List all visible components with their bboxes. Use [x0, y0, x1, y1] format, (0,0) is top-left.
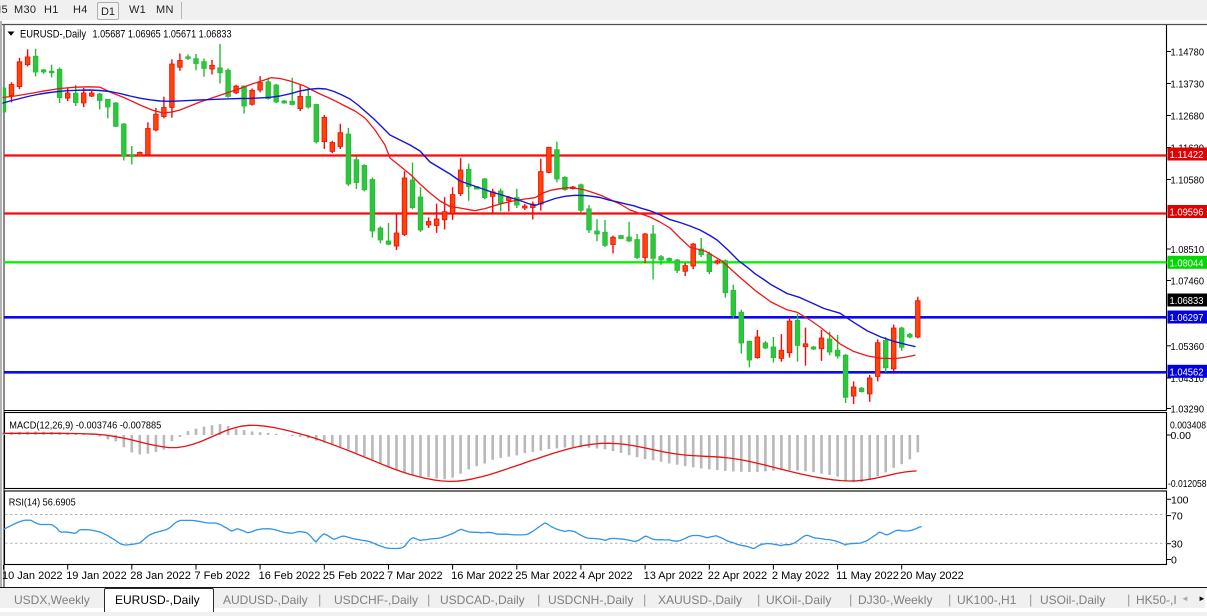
svg-text:22 Apr 2022: 22 Apr 2022	[708, 570, 767, 582]
svg-text:RSI(14) 56.6905: RSI(14) 56.6905	[9, 497, 76, 509]
svg-text:1.10580: 1.10580	[1171, 175, 1205, 187]
svg-text:1.08044: 1.08044	[1170, 257, 1204, 269]
svg-text:1.05687 1.06965 1.05671 1.0683: 1.05687 1.06965 1.05671 1.06833	[93, 29, 232, 41]
svg-text:1.09596: 1.09596	[1170, 207, 1204, 219]
svg-text:1.11422: 1.11422	[1170, 149, 1204, 161]
svg-text:1.14780: 1.14780	[1171, 47, 1205, 59]
svg-text:100: 100	[1171, 494, 1189, 506]
svg-text:EURUSD-,Daily: EURUSD-,Daily	[20, 29, 86, 41]
svg-text:1.05360: 1.05360	[1171, 341, 1205, 353]
svg-text:16 Feb 2022: 16 Feb 2022	[259, 570, 321, 582]
svg-text:1.13730: 1.13730	[1171, 79, 1205, 91]
svg-text:16 Mar 2022: 16 Mar 2022	[451, 570, 513, 582]
svg-text:4 Apr 2022: 4 Apr 2022	[579, 570, 632, 582]
svg-text:7 Feb 2022: 7 Feb 2022	[195, 570, 251, 582]
svg-text:20 May 2022: 20 May 2022	[900, 570, 964, 582]
svg-text:MACD(12,26,9) -0.003746 -0.007: MACD(12,26,9) -0.003746 -0.007885	[9, 420, 161, 432]
svg-text:10 Jan 2022: 10 Jan 2022	[2, 570, 63, 582]
svg-text:1.06833: 1.06833	[1170, 295, 1204, 307]
svg-text:0.00: 0.00	[1171, 430, 1192, 442]
svg-text:0: 0	[1171, 555, 1177, 567]
svg-text:11 May 2022: 11 May 2022	[836, 570, 899, 582]
svg-text:25 Mar 2022: 25 Mar 2022	[515, 570, 577, 582]
svg-text:19 Jan 2022: 19 Jan 2022	[66, 570, 127, 582]
svg-text:0.003408: 0.003408	[1170, 420, 1206, 432]
svg-text:1.12680: 1.12680	[1171, 111, 1205, 123]
svg-text:30: 30	[1171, 539, 1183, 551]
svg-text:1.04562: 1.04562	[1170, 366, 1204, 378]
svg-text:1.08510: 1.08510	[1171, 244, 1205, 256]
svg-text:-0.012058: -0.012058	[1168, 478, 1207, 490]
svg-text:70: 70	[1171, 511, 1183, 523]
svg-text:13 Apr 2022: 13 Apr 2022	[644, 570, 703, 582]
svg-text:25 Feb 2022: 25 Feb 2022	[323, 570, 385, 582]
svg-text:28 Jan 2022: 28 Jan 2022	[130, 570, 191, 582]
svg-text:7 Mar 2022: 7 Mar 2022	[387, 570, 443, 582]
svg-text:1.06297: 1.06297	[1170, 312, 1204, 324]
svg-text:1.03290: 1.03290	[1171, 404, 1205, 416]
svg-text:2 May 2022: 2 May 2022	[772, 570, 829, 582]
svg-text:1.07460: 1.07460	[1171, 276, 1205, 288]
